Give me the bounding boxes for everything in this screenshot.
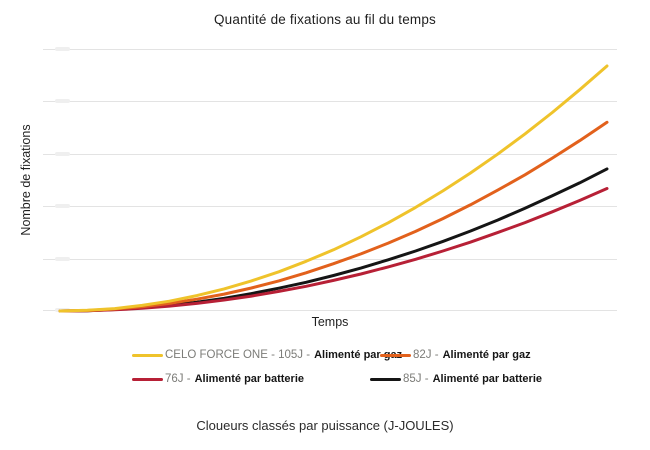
gridline <box>43 49 617 50</box>
legend: CELO FORCE ONE - 105J - Alimenté par gaz… <box>132 343 542 391</box>
legend-item-82j: 82J - Alimenté par gaz <box>380 349 531 361</box>
legend-label: CELO FORCE ONE - 105J - <box>165 349 311 361</box>
x-axis-label: Temps <box>311 315 349 329</box>
legend-row: 76J - Alimenté par batterie 85J - Alimen… <box>132 367 542 391</box>
y-tick-faint <box>55 308 70 312</box>
legend-label-bold: Alimenté par batterie <box>432 373 542 385</box>
y-tick-faint <box>55 47 70 51</box>
legend-label: 82J - <box>413 349 439 361</box>
legend-swatch-85j <box>370 377 401 381</box>
gridline <box>43 101 617 103</box>
legend-item-76j: 76J - Alimenté par batterie <box>132 373 370 385</box>
y-axis-label: Nombre de fixations <box>19 124 33 236</box>
legend-label-bold: Alimenté par gaz <box>314 349 403 361</box>
legend-label-bold: Alimenté par batterie <box>194 373 304 385</box>
gridline <box>43 310 617 311</box>
plot-area <box>43 47 617 312</box>
gridline <box>43 258 617 260</box>
legend-swatch-105j <box>132 353 163 357</box>
chart-title: Quantité de fixations au fil du temps <box>213 12 437 27</box>
legend-swatch-82j <box>380 353 411 357</box>
legend-row: CELO FORCE ONE - 105J - Alimenté par gaz… <box>132 343 542 367</box>
gridline <box>43 153 617 155</box>
legend-label: 76J - <box>165 373 191 385</box>
legend-item-105j: CELO FORCE ONE - 105J - Alimenté par gaz <box>132 349 402 361</box>
legend-label-bold: Alimenté par gaz <box>442 349 531 361</box>
gridline <box>43 206 617 208</box>
y-tick-faint <box>55 151 70 156</box>
legend-item-85j: 85J - Alimenté par batterie <box>370 373 542 385</box>
chart-caption: Cloueurs classés par puissance (J-JOULES… <box>196 418 454 433</box>
y-tick-faint <box>55 204 70 209</box>
legend-swatch-76j <box>132 377 163 381</box>
y-tick-faint <box>55 99 70 104</box>
legend-label: 85J - <box>403 373 429 385</box>
y-tick-faint <box>55 256 70 261</box>
